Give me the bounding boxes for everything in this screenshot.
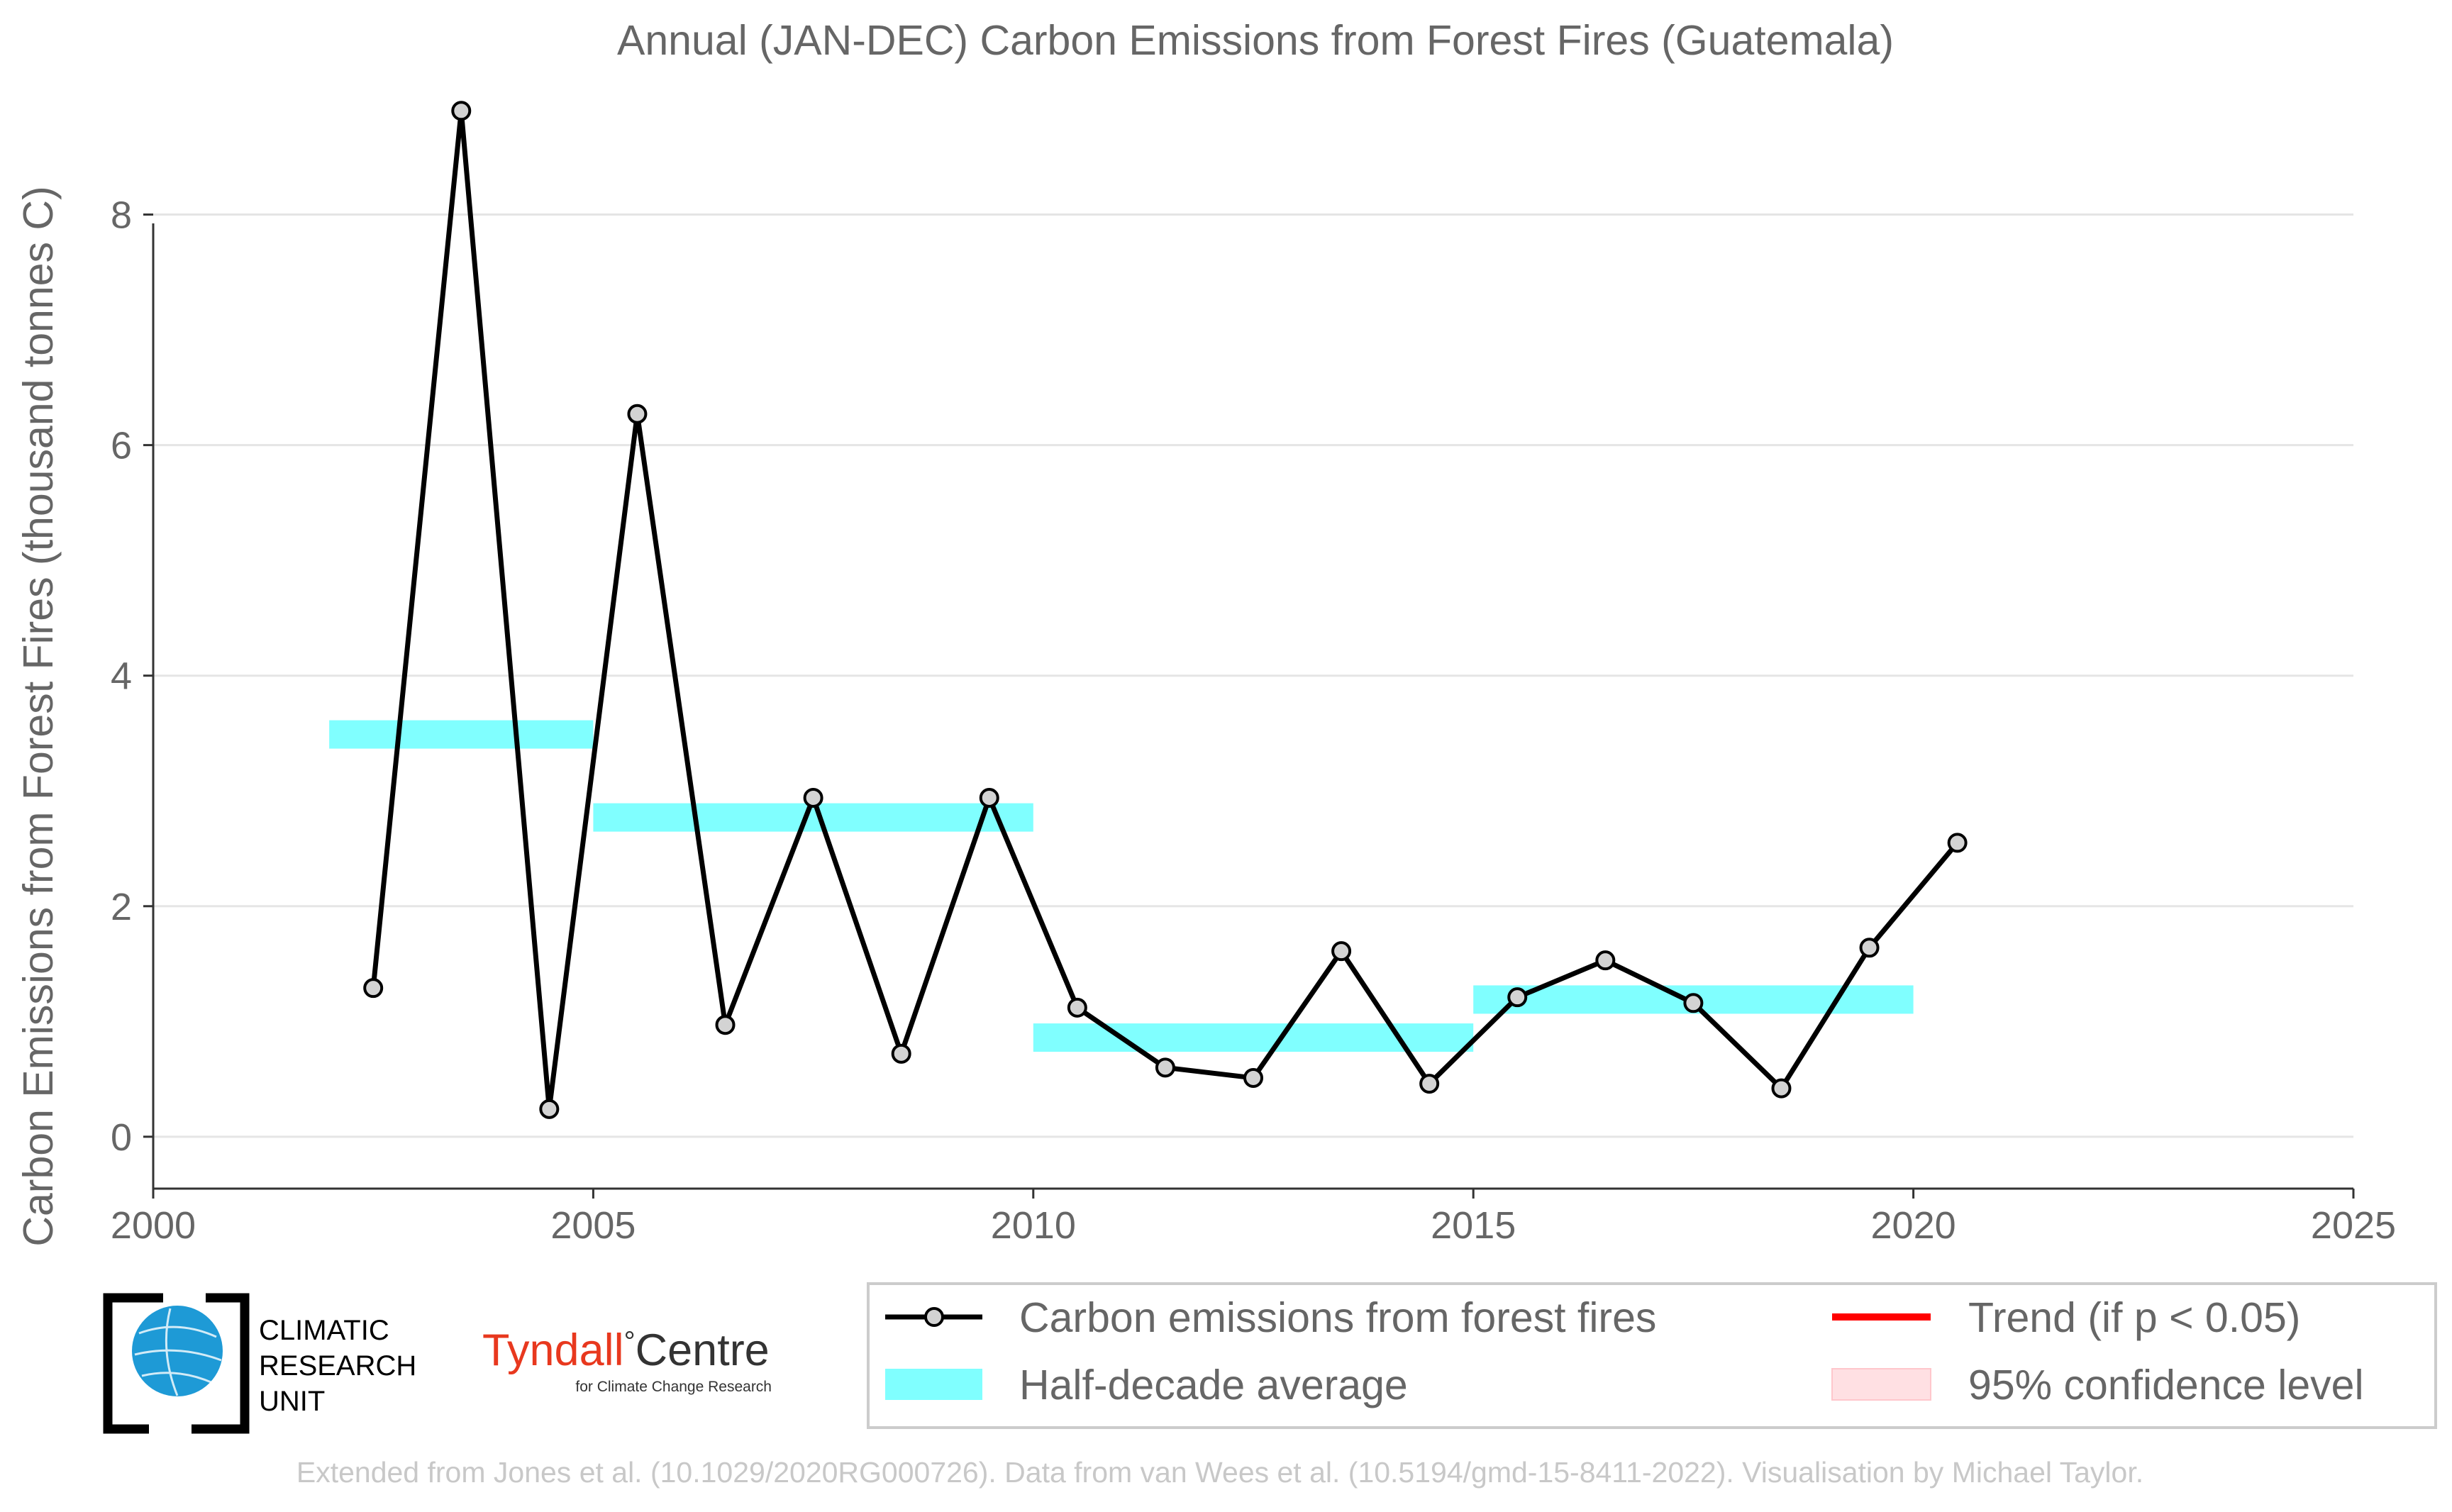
tyndall-name: Tyndall°Centre bbox=[482, 1325, 770, 1375]
tyndall-degree: ° bbox=[624, 1326, 636, 1357]
half-decade-average-series bbox=[329, 720, 1914, 1052]
y-tick-label: 4 bbox=[111, 655, 132, 698]
y-tick-label: 6 bbox=[111, 425, 132, 467]
legend-marker-emissions bbox=[924, 1307, 944, 1327]
emissions-point bbox=[803, 787, 823, 808]
tyndall-name-a: Tyndall bbox=[482, 1325, 624, 1375]
x-tick-label: 2010 bbox=[991, 1204, 1076, 1247]
cru-line-2: RESEARCH bbox=[259, 1350, 416, 1382]
legend-label-emissions: Carbon emissions from forest fires bbox=[1019, 1294, 1656, 1341]
emissions-point bbox=[979, 787, 999, 808]
legend-swatch-confidence bbox=[1831, 1368, 1931, 1401]
y-tick-label: 0 bbox=[111, 1116, 132, 1159]
emissions-point bbox=[1859, 938, 1880, 958]
tyndall-logo: Tyndall°Centre for Climate Change Resear… bbox=[482, 1325, 772, 1395]
emissions-point bbox=[1947, 833, 1968, 853]
emissions-point bbox=[363, 978, 384, 999]
legend: Carbon emissions from forest fires Trend… bbox=[867, 1282, 2437, 1429]
emissions-points bbox=[363, 101, 1968, 1119]
legend-label-half-decade: Half-decade average bbox=[1019, 1362, 1408, 1408]
x-tick-label: 2000 bbox=[111, 1204, 196, 1247]
emissions-point bbox=[1067, 997, 1087, 1018]
half-decade-average-bar bbox=[593, 803, 1033, 832]
y-tick-label: 2 bbox=[111, 886, 132, 928]
emissions-point bbox=[627, 404, 648, 424]
globe-lines-icon bbox=[134, 1308, 222, 1396]
cru-line-3: UNIT bbox=[259, 1386, 325, 1417]
emissions-line bbox=[370, 110, 1960, 1110]
cru-line-1: CLIMATIC bbox=[259, 1315, 389, 1346]
legend-frame bbox=[867, 1282, 2437, 1429]
emissions-point bbox=[891, 1043, 911, 1064]
cru-logo: CLIMATIC RESEARCH UNIT bbox=[103, 1293, 416, 1434]
legend-swatch-half-decade bbox=[885, 1369, 982, 1400]
emissions-point bbox=[539, 1099, 560, 1119]
cru-logo-bracket-left bbox=[103, 1293, 163, 1434]
axes bbox=[152, 223, 2353, 1190]
x-tick-label: 2005 bbox=[550, 1204, 636, 1247]
y-ticks: 0 2 4 6 8 bbox=[111, 194, 153, 1159]
emissions-point bbox=[1155, 1057, 1175, 1078]
cru-logo-bracket-right bbox=[192, 1293, 250, 1434]
y-axis-label: Carbon Emissions from Forest Fires (thou… bbox=[15, 186, 62, 1246]
emissions-point bbox=[1419, 1074, 1440, 1094]
emissions-point bbox=[1771, 1078, 1792, 1099]
legend-label-confidence: 95% confidence level bbox=[1968, 1362, 2364, 1408]
x-tick-label: 2015 bbox=[1431, 1204, 1516, 1247]
x-tick-label: 2025 bbox=[2311, 1204, 2396, 1247]
emissions-point bbox=[1595, 950, 1616, 971]
tyndall-name-b: Centre bbox=[636, 1325, 770, 1375]
gridlines bbox=[153, 213, 2353, 1138]
emissions-point bbox=[1507, 987, 1528, 1008]
emissions-point bbox=[1683, 993, 1704, 1013]
chart-title: Annual (JAN-DEC) Carbon Emissions from F… bbox=[617, 17, 1894, 64]
emissions-point bbox=[451, 101, 472, 121]
x-ticks: 2000 2005 2010 2015 2020 2025 bbox=[111, 1189, 2396, 1247]
emissions-series bbox=[370, 110, 1960, 1110]
y-tick-label: 8 bbox=[111, 194, 132, 237]
half-decade-average-bar bbox=[329, 720, 594, 749]
legend-label-trend: Trend (if p < 0.05) bbox=[1968, 1294, 2300, 1341]
emissions-point bbox=[1243, 1067, 1263, 1088]
emissions-point bbox=[1331, 941, 1352, 962]
x-tick-label: 2020 bbox=[1871, 1204, 1956, 1247]
emissions-point bbox=[715, 1015, 736, 1035]
footer-credit: Extended from Jones et al. (10.1029/2020… bbox=[296, 1456, 2143, 1489]
tyndall-subtitle: for Climate Change Research bbox=[575, 1379, 772, 1395]
